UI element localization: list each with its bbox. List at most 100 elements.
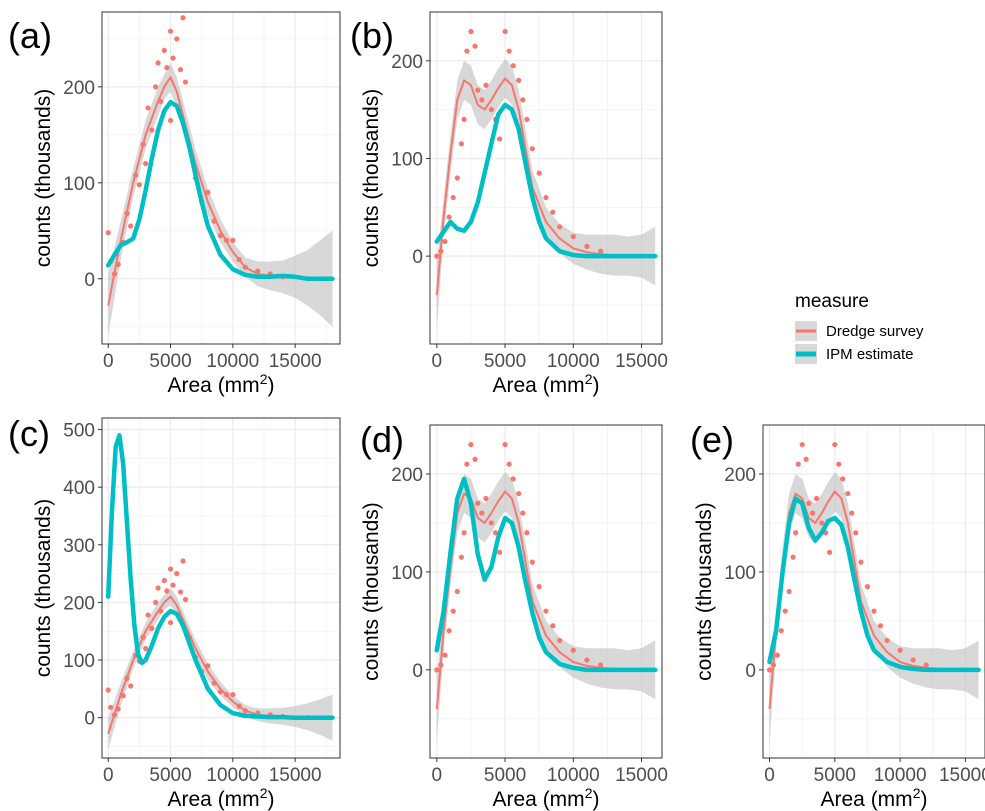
- data-point: [145, 612, 151, 618]
- data-point: [464, 461, 470, 467]
- data-point: [570, 647, 576, 653]
- x-tick-label: 0: [764, 765, 775, 786]
- data-point: [143, 161, 149, 167]
- data-point: [149, 625, 155, 631]
- ipm-estimate-line: [105, 433, 335, 720]
- confidence-ribbon: [108, 62, 333, 337]
- panel-1: 0 5000 10000 15000 0 100 200 Area (mm2) counts (…: [350, 11, 668, 397]
- y-tick-label: 0: [412, 661, 423, 682]
- dredge-survey-points: [766, 441, 929, 673]
- legend-title: measure: [795, 291, 869, 312]
- y-tick-label: 300: [63, 536, 95, 557]
- data-point: [550, 623, 556, 629]
- data-point: [510, 63, 516, 69]
- x-axis-title: Area (mm2): [168, 785, 275, 811]
- data-point: [492, 530, 499, 536]
- data-point: [205, 189, 211, 195]
- data-point: [840, 476, 846, 482]
- data-point: [845, 490, 851, 497]
- x-tick-label: 5000: [149, 765, 191, 786]
- panel-border: [429, 11, 663, 345]
- data-point: [446, 214, 452, 220]
- y-axis-title: counts (thousands): [360, 89, 383, 268]
- data-point: [923, 662, 929, 668]
- plot-area: [434, 28, 658, 330]
- y-tick-label: 0: [412, 247, 423, 268]
- legend-item: IPM estimate: [795, 344, 914, 364]
- y-tick-label: 100: [391, 149, 423, 170]
- y-tick-label: 400: [63, 478, 95, 499]
- data-point: [167, 28, 174, 34]
- data-point: [475, 500, 481, 506]
- legend-label: Dredge survey: [826, 323, 924, 340]
- x-tick-label: 5000: [484, 351, 526, 372]
- data-point: [446, 628, 452, 634]
- panel-border: [101, 11, 341, 345]
- data-point: [597, 662, 604, 668]
- data-point: [152, 84, 159, 90]
- data-point: [795, 461, 801, 467]
- data-point: [488, 107, 495, 113]
- data-point: [536, 170, 542, 176]
- data-point: [543, 194, 549, 201]
- data-point: [174, 36, 180, 42]
- data-point: [155, 60, 161, 66]
- data-point: [180, 558, 186, 564]
- data-point: [167, 117, 174, 124]
- x-tick-label: 0: [103, 765, 114, 786]
- data-point: [461, 530, 467, 536]
- confidence-ribbon: [436, 472, 656, 744]
- y-tick-label: 0: [84, 709, 95, 730]
- data-point: [516, 77, 522, 83]
- y-tick-label: 200: [63, 593, 95, 614]
- y-tick-label: 0: [84, 270, 95, 291]
- data-point: [584, 657, 590, 663]
- panel-4: 0 5000 10000 15000 0 100 200 Area (mm2) counts (…: [690, 419, 985, 811]
- plot-area: [105, 15, 335, 337]
- data-point: [520, 510, 526, 516]
- data-point: [488, 520, 495, 526]
- data-point: [461, 116, 467, 123]
- plot-background: [102, 418, 340, 758]
- x-axis-title-sup: 2: [585, 371, 593, 387]
- data-point: [475, 87, 481, 93]
- x-axis-title-sup: 2: [260, 371, 268, 387]
- x-tick-label: 5000: [814, 765, 856, 786]
- data-point: [497, 136, 503, 142]
- y-axis-title: counts (thousands): [693, 502, 716, 681]
- data-point: [152, 599, 159, 606]
- panel-0: 0 5000 10000 15000 0 100 200 Area (mm2) counts (…: [8, 11, 341, 397]
- dredge-survey-points: [434, 28, 604, 259]
- data-point: [105, 230, 111, 236]
- x-axis-title-close: ): [267, 374, 274, 397]
- x-tick-label: 10000: [206, 765, 259, 786]
- data-point: [472, 456, 478, 462]
- data-point: [550, 209, 556, 215]
- x-axis-title-text: Area (mm: [168, 374, 260, 397]
- data-point: [170, 55, 176, 61]
- data-point: [458, 141, 464, 147]
- legend: measure Dredge survey IPM estimate: [795, 291, 924, 364]
- data-point: [454, 175, 460, 181]
- y-tick-label: 200: [391, 52, 423, 73]
- data-point: [799, 441, 805, 448]
- x-axis-title-close: ): [267, 788, 274, 811]
- panel-border: [101, 417, 341, 759]
- data-point: [434, 667, 440, 673]
- x-tick-label: 15000: [615, 351, 668, 372]
- data-point: [877, 623, 884, 629]
- x-axis-title-text: Area (mm: [168, 788, 260, 811]
- x-axis-title: Area (mm2): [493, 371, 600, 397]
- x-axis-title-close: ): [592, 788, 599, 811]
- data-point: [164, 588, 170, 594]
- ipm-estimate-line: [434, 102, 658, 259]
- x-tick-label: 0: [432, 765, 443, 786]
- data-point: [145, 105, 151, 111]
- data-point: [910, 657, 916, 663]
- data-point: [849, 510, 855, 516]
- data-point: [529, 559, 535, 565]
- panel-3: 0 5000 10000 15000 0 100 200 Area (mm2) counts (…: [360, 419, 668, 811]
- data-point: [502, 441, 508, 448]
- data-point: [793, 530, 799, 536]
